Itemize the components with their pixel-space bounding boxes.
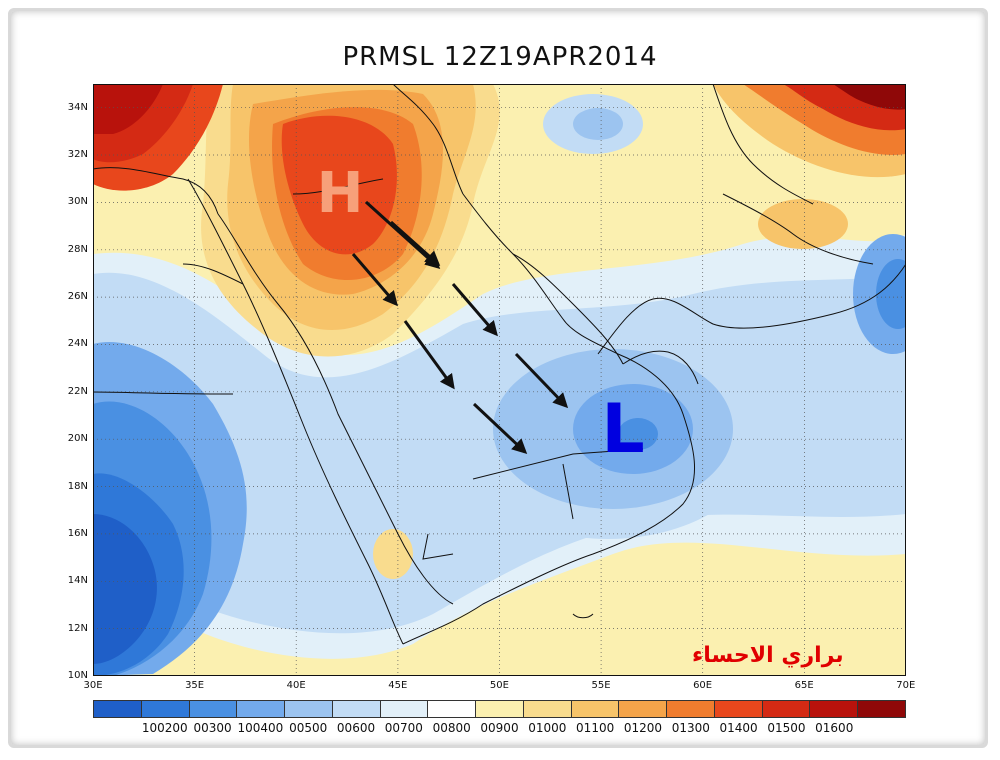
longitude-label: 45E <box>388 680 408 691</box>
legend-label: 01500 <box>767 721 806 735</box>
legend-label: 00500 <box>289 721 328 735</box>
legend-swatch <box>523 701 572 717</box>
legend-swatch <box>94 701 142 717</box>
legend-swatch <box>667 701 715 717</box>
south-yellow <box>373 529 413 579</box>
latitude-label: 20N <box>67 433 88 445</box>
latitude-label: 12N <box>67 622 88 634</box>
wind-arrow <box>351 253 398 307</box>
legend-labels: 100200 00300 100400 00500 00600 00700 00800 009… <box>93 721 906 737</box>
legend-swatch <box>810 701 859 717</box>
legend-swatch <box>237 701 286 717</box>
grid-lines <box>93 84 906 676</box>
legend-label: 01400 <box>719 721 758 735</box>
low-core <box>618 418 658 450</box>
high-pressure-marker: H <box>317 161 364 226</box>
legend-swatch <box>619 701 668 717</box>
longitude-label: 40E <box>286 680 306 691</box>
latitude-label: 30N <box>67 196 88 208</box>
map-border <box>93 84 906 676</box>
high-ring-4 <box>281 115 397 255</box>
image-frame <box>8 8 988 748</box>
latitude-label: 34N <box>67 101 88 113</box>
nw-red-3 <box>93 84 163 134</box>
pressure-map: H L <box>93 84 906 676</box>
east-orange <box>758 199 848 249</box>
longitude-label: 35E <box>185 680 205 691</box>
north-blue-core <box>573 108 623 140</box>
latitude-label: 24N <box>67 338 88 350</box>
map-title: PRMSL 12Z19APR2014 <box>342 42 658 72</box>
wind-arrow <box>472 402 528 455</box>
wind-arrows <box>351 200 569 455</box>
legend-swatch <box>571 701 620 717</box>
latitude-label: 18N <box>67 480 88 492</box>
wind-arrow <box>390 220 441 266</box>
legend-swatch <box>380 701 429 717</box>
legend-swatch <box>189 701 238 717</box>
low-pressure-marker: L <box>601 390 644 469</box>
wind-arrow <box>514 352 569 409</box>
legend-label: 00300 <box>193 721 232 735</box>
latitude-label: 28N <box>67 243 88 255</box>
ne-ring-4 <box>833 84 906 110</box>
longitude-label: 60E <box>693 680 713 691</box>
longitude-label: 50E <box>489 680 509 691</box>
latitude-label: 22N <box>67 385 88 397</box>
legend-swatch <box>285 701 333 717</box>
legend-swatch <box>714 701 763 717</box>
legend-label: 01000 <box>528 721 567 735</box>
latitude-label: 14N <box>67 575 88 587</box>
legend-label: 100400 <box>237 721 284 735</box>
wind-arrow <box>403 320 455 390</box>
legend-label: 00700 <box>384 721 423 735</box>
latitude-label: 10N <box>67 669 88 681</box>
legend-label: 01200 <box>623 721 663 735</box>
east-blue-core <box>876 259 906 329</box>
legend-swatch <box>762 701 811 717</box>
color-legend <box>93 700 906 718</box>
legend-swatch <box>428 701 477 717</box>
legend-label: 01600 <box>815 721 854 735</box>
legend-label: 00900 <box>480 721 519 735</box>
legend-swatch <box>476 701 524 717</box>
latitude-label: 16N <box>67 527 88 539</box>
legend-swatch <box>858 701 906 717</box>
legend-label: 01300 <box>671 721 710 735</box>
legend-label: 01100 <box>576 721 615 735</box>
longitude-label: 55E <box>591 680 611 691</box>
longitude-label: 30E <box>83 680 103 691</box>
longitude-label: 65E <box>794 680 814 691</box>
watermark-text: براري الاحساء <box>692 643 844 668</box>
wind-arrow <box>451 283 498 337</box>
legend-label: 100200 <box>141 721 188 735</box>
coastlines <box>93 84 906 645</box>
latitude-label: 32N <box>67 149 88 161</box>
legend-label: 00600 <box>336 721 376 735</box>
latitude-label: 26N <box>67 291 88 303</box>
longitude-label: 70E <box>896 680 916 691</box>
legend-label: 00800 <box>432 721 471 735</box>
sw-blue-4 <box>93 514 157 664</box>
legend-swatch <box>141 701 190 717</box>
legend-swatch <box>332 701 381 717</box>
